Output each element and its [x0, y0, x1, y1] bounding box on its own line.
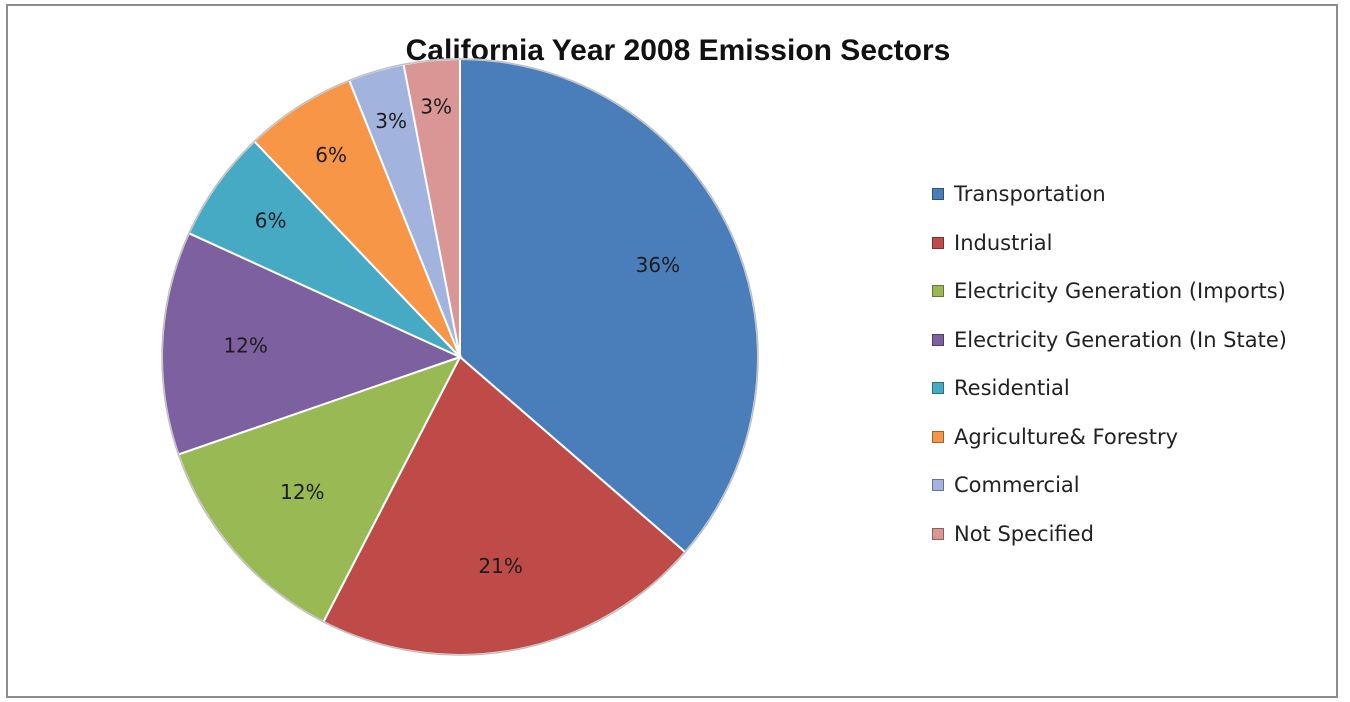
pie-outline: [161, 58, 759, 656]
slice-data-label: 3%: [375, 109, 407, 133]
legend-item: Electricity Generation (In State): [932, 316, 1287, 365]
pie-slice-electricity-generation-imports: [177, 355, 463, 624]
legend-swatch: [932, 527, 944, 540]
slice-data-label: 36%: [636, 253, 680, 277]
legend-label: Electricity Generation (Imports): [954, 279, 1286, 304]
legend-item: Commercial: [932, 461, 1287, 510]
pie-slice-electricity-generation-in-state: [161, 231, 463, 456]
chart-legend: Transportation Industrial Electricity Gene…: [932, 170, 1287, 558]
pie-slice-transportation: [459, 57, 759, 554]
legend-swatch: [932, 285, 944, 298]
pie-slice-not-specified: [402, 57, 461, 358]
legend-item: Not Specified: [932, 510, 1287, 559]
legend-label: Industrial: [954, 230, 1053, 255]
legend-swatch: [932, 333, 944, 346]
legend-label: Agriculture& Forestry: [954, 424, 1179, 449]
slice-data-label: 12%: [280, 480, 324, 504]
legend-label: Not Specified: [954, 521, 1094, 546]
pie-slice-industrial: [322, 355, 687, 656]
legend-item: Agriculture& Forestry: [932, 413, 1287, 462]
legend-swatch: [932, 430, 944, 443]
legend-swatch: [932, 188, 944, 201]
legend-label: Transportation: [954, 182, 1106, 207]
legend-label: Residential: [954, 376, 1070, 401]
legend-swatch: [932, 479, 944, 492]
slice-data-label: 3%: [420, 94, 452, 118]
legend-label: Commercial: [954, 473, 1080, 498]
slice-data-label: 6%: [315, 143, 347, 167]
legend-item: Electricity Generation (Imports): [932, 267, 1287, 316]
legend-item: Residential: [932, 364, 1287, 413]
legend-swatch: [932, 236, 944, 249]
legend-item: Transportation: [932, 170, 1287, 219]
legend-item: Industrial: [932, 219, 1287, 268]
slice-data-label: 6%: [255, 209, 287, 233]
legend-label: Electricity Generation (In State): [954, 327, 1287, 352]
slice-data-label: 12%: [223, 333, 267, 357]
slice-data-label: 21%: [478, 554, 522, 578]
legend-swatch: [932, 382, 944, 395]
